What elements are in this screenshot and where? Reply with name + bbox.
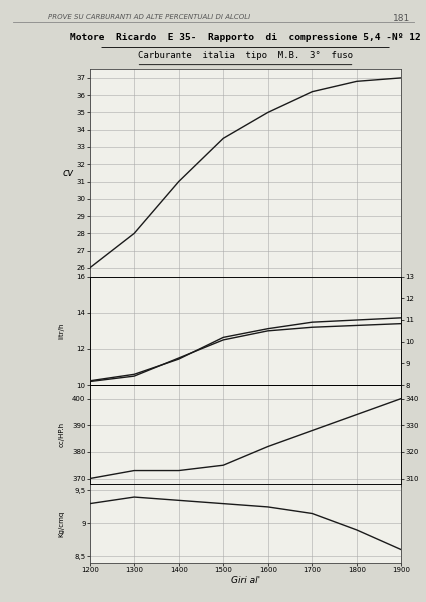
Text: cc/HP.h: cc/HP.h (58, 422, 64, 447)
Text: litr/h: litr/h (58, 323, 64, 339)
Text: Carburante  italia  tipo  M.B.  3°  fuso: Carburante italia tipo M.B. 3° fuso (138, 51, 352, 60)
Text: cv: cv (62, 168, 73, 178)
Text: PROVE SU CARBURANTI AD ALTE PERCENTUALI DI ALCOLI: PROVE SU CARBURANTI AD ALTE PERCENTUALI … (48, 14, 250, 20)
Text: 181: 181 (392, 14, 409, 23)
Text: Kg/cmq: Kg/cmq (58, 510, 64, 536)
Text: Motore  Ricardo  E 35-  Rapporto  di  compressione 5,4 -Nº 12: Motore Ricardo E 35- Rapporto di compres… (70, 33, 420, 42)
X-axis label: Giri al': Giri al' (230, 576, 259, 585)
